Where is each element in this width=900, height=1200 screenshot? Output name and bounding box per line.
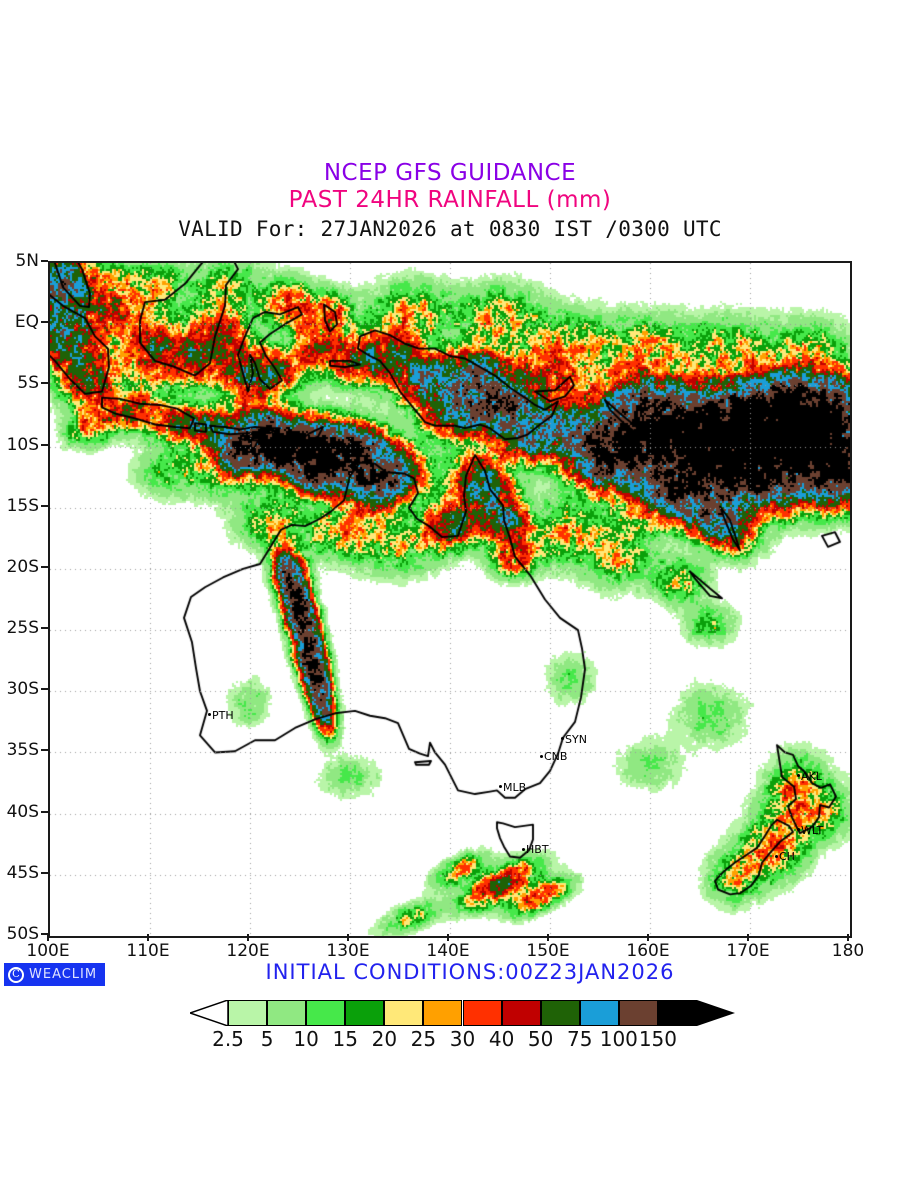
x-axis-tick [447,934,449,941]
y-axis-tick [41,321,48,324]
colorbar-swatch [423,1000,463,1026]
weaclim-logo-badge[interactable]: C WEACLIM [4,963,106,986]
colorbar-swatch [345,1000,385,1026]
colorbar-tick-label: 5 [260,1027,274,1051]
y-axis-label: 10S [6,434,39,455]
y-axis-tick [41,627,48,630]
initial-conditions-value: INITIAL CONDITIONS:00Z23JAN2026 [265,960,675,984]
weaclim-logo-text: WEACLIM [29,967,98,982]
y-axis-tick [41,504,48,507]
x-axis-label: 120E [226,941,270,961]
city-label: CNB [544,750,568,764]
colorbar-swatch [306,1000,346,1026]
y-axis-label: 20S [6,556,39,577]
city-label: MLB [503,780,527,794]
x-axis-tick [147,934,149,941]
initial-conditions-text: INITIAL CONDITIONS:00Z23JAN2026 [0,960,900,984]
x-axis-label: 170E [726,941,770,961]
city-marker [774,854,778,858]
y-axis-tick [41,810,48,813]
colorbar-tick-label: 75 [567,1027,593,1051]
city-label: CH [779,850,795,864]
y-axis-label: 50S [6,924,39,944]
colorbar-under-arrow-outline [187,998,229,1028]
colorbar-tick-label: 50 [527,1027,554,1051]
rainfall-colorbar[interactable]: 2.5 5 10 15 20 25 30 40 50 75 100 150 [187,998,735,1051]
y-axis-label: 5S [17,373,39,394]
x-axis-label: 150E [526,941,570,961]
colorbar-tick-label: 100 [599,1027,638,1051]
city-label: HBT [526,843,549,857]
colorbar-swatch [384,1000,424,1026]
x-axis-label: 160E [626,941,670,961]
y-axis-tick [41,565,48,568]
city-label: AKL [801,769,822,783]
y-axis-tick [41,260,48,262]
y-axis-tick [41,688,48,691]
city-marker [796,828,800,832]
title-block: NCEP GFS GUIDANCE PAST 24HR RAINFALL (mm… [0,160,900,244]
city-marker [207,713,211,717]
map-plot-area[interactable]: PTH SYN CNB MLB HBT AKL WLT CH [48,261,852,938]
colorbar-swatch [540,1000,580,1026]
x-axis-tick [547,934,549,941]
x-axis-tick [647,934,649,941]
colorbar-swatch [228,1000,268,1026]
x-axis-label: 140E [426,941,470,961]
colorbar-swatches [187,998,735,1028]
city-marker [560,737,564,741]
colorbar-tick-label: 10 [293,1027,319,1051]
model-title: NCEP GFS GUIDANCE [323,160,577,186]
x-axis-tick [347,934,349,941]
colorbar-swatch [579,1000,619,1026]
y-axis-label: 35S [6,740,39,761]
x-axis-tick [47,934,49,941]
city-marker [539,754,543,758]
x-axis-tick [247,934,249,941]
colorbar-tick-label: 25 [410,1027,437,1051]
colorbar-tick-label: 40 [488,1027,515,1051]
colorbar-tick-label: 20 [371,1027,398,1051]
colorbar-tick-label: 30 [449,1027,476,1051]
y-axis-tick [41,933,48,935]
city-marker [498,785,502,789]
y-axis-tick [41,443,48,446]
y-axis-label: 30S [6,679,39,700]
city-label: WLT [801,823,824,837]
colorbar-swatch [462,1000,502,1026]
y-axis-label: EQ [14,312,39,333]
city-marker [796,774,800,778]
y-axis-label: 40S [6,801,39,822]
x-axis-label: 100E [26,941,70,961]
rainfall-contour-canvas [50,263,850,936]
valid-time-title: VALID For: 27JAN2026 at 0830 IST /0300 U… [178,217,722,241]
colorbar-swatch [657,1000,697,1026]
x-axis-tick [847,934,849,941]
colorbar-swatch [618,1000,658,1026]
colorbar-tick-label: 2.5 [212,1027,244,1051]
colorbar-over-arrow-icon [697,1000,735,1026]
y-axis-label: 5N [15,251,39,271]
x-axis-tick [747,934,749,941]
y-axis-tick [41,382,48,385]
city-label: PTH [212,708,234,722]
city-marker [521,847,525,851]
x-axis-label: 110E [126,941,170,961]
city-label: SYN [565,732,587,746]
y-axis-label: 15S [6,495,39,516]
colorbar-tick-label: 15 [332,1027,358,1051]
colorbar-swatch [501,1000,541,1026]
y-axis-label: 45S [6,862,39,883]
y-axis-label: 25S [6,618,39,639]
colorbar-swatch [267,1000,307,1026]
colorbar-tick-label: 150 [638,1027,677,1051]
copyright-circle-icon: C [8,966,24,983]
y-axis-tick [41,871,48,874]
x-axis-label: 180 [831,941,865,961]
y-axis-tick [41,749,48,752]
field-title: PAST 24HR RAINFALL (mm) [288,187,612,213]
x-axis-label: 130E [326,941,370,961]
